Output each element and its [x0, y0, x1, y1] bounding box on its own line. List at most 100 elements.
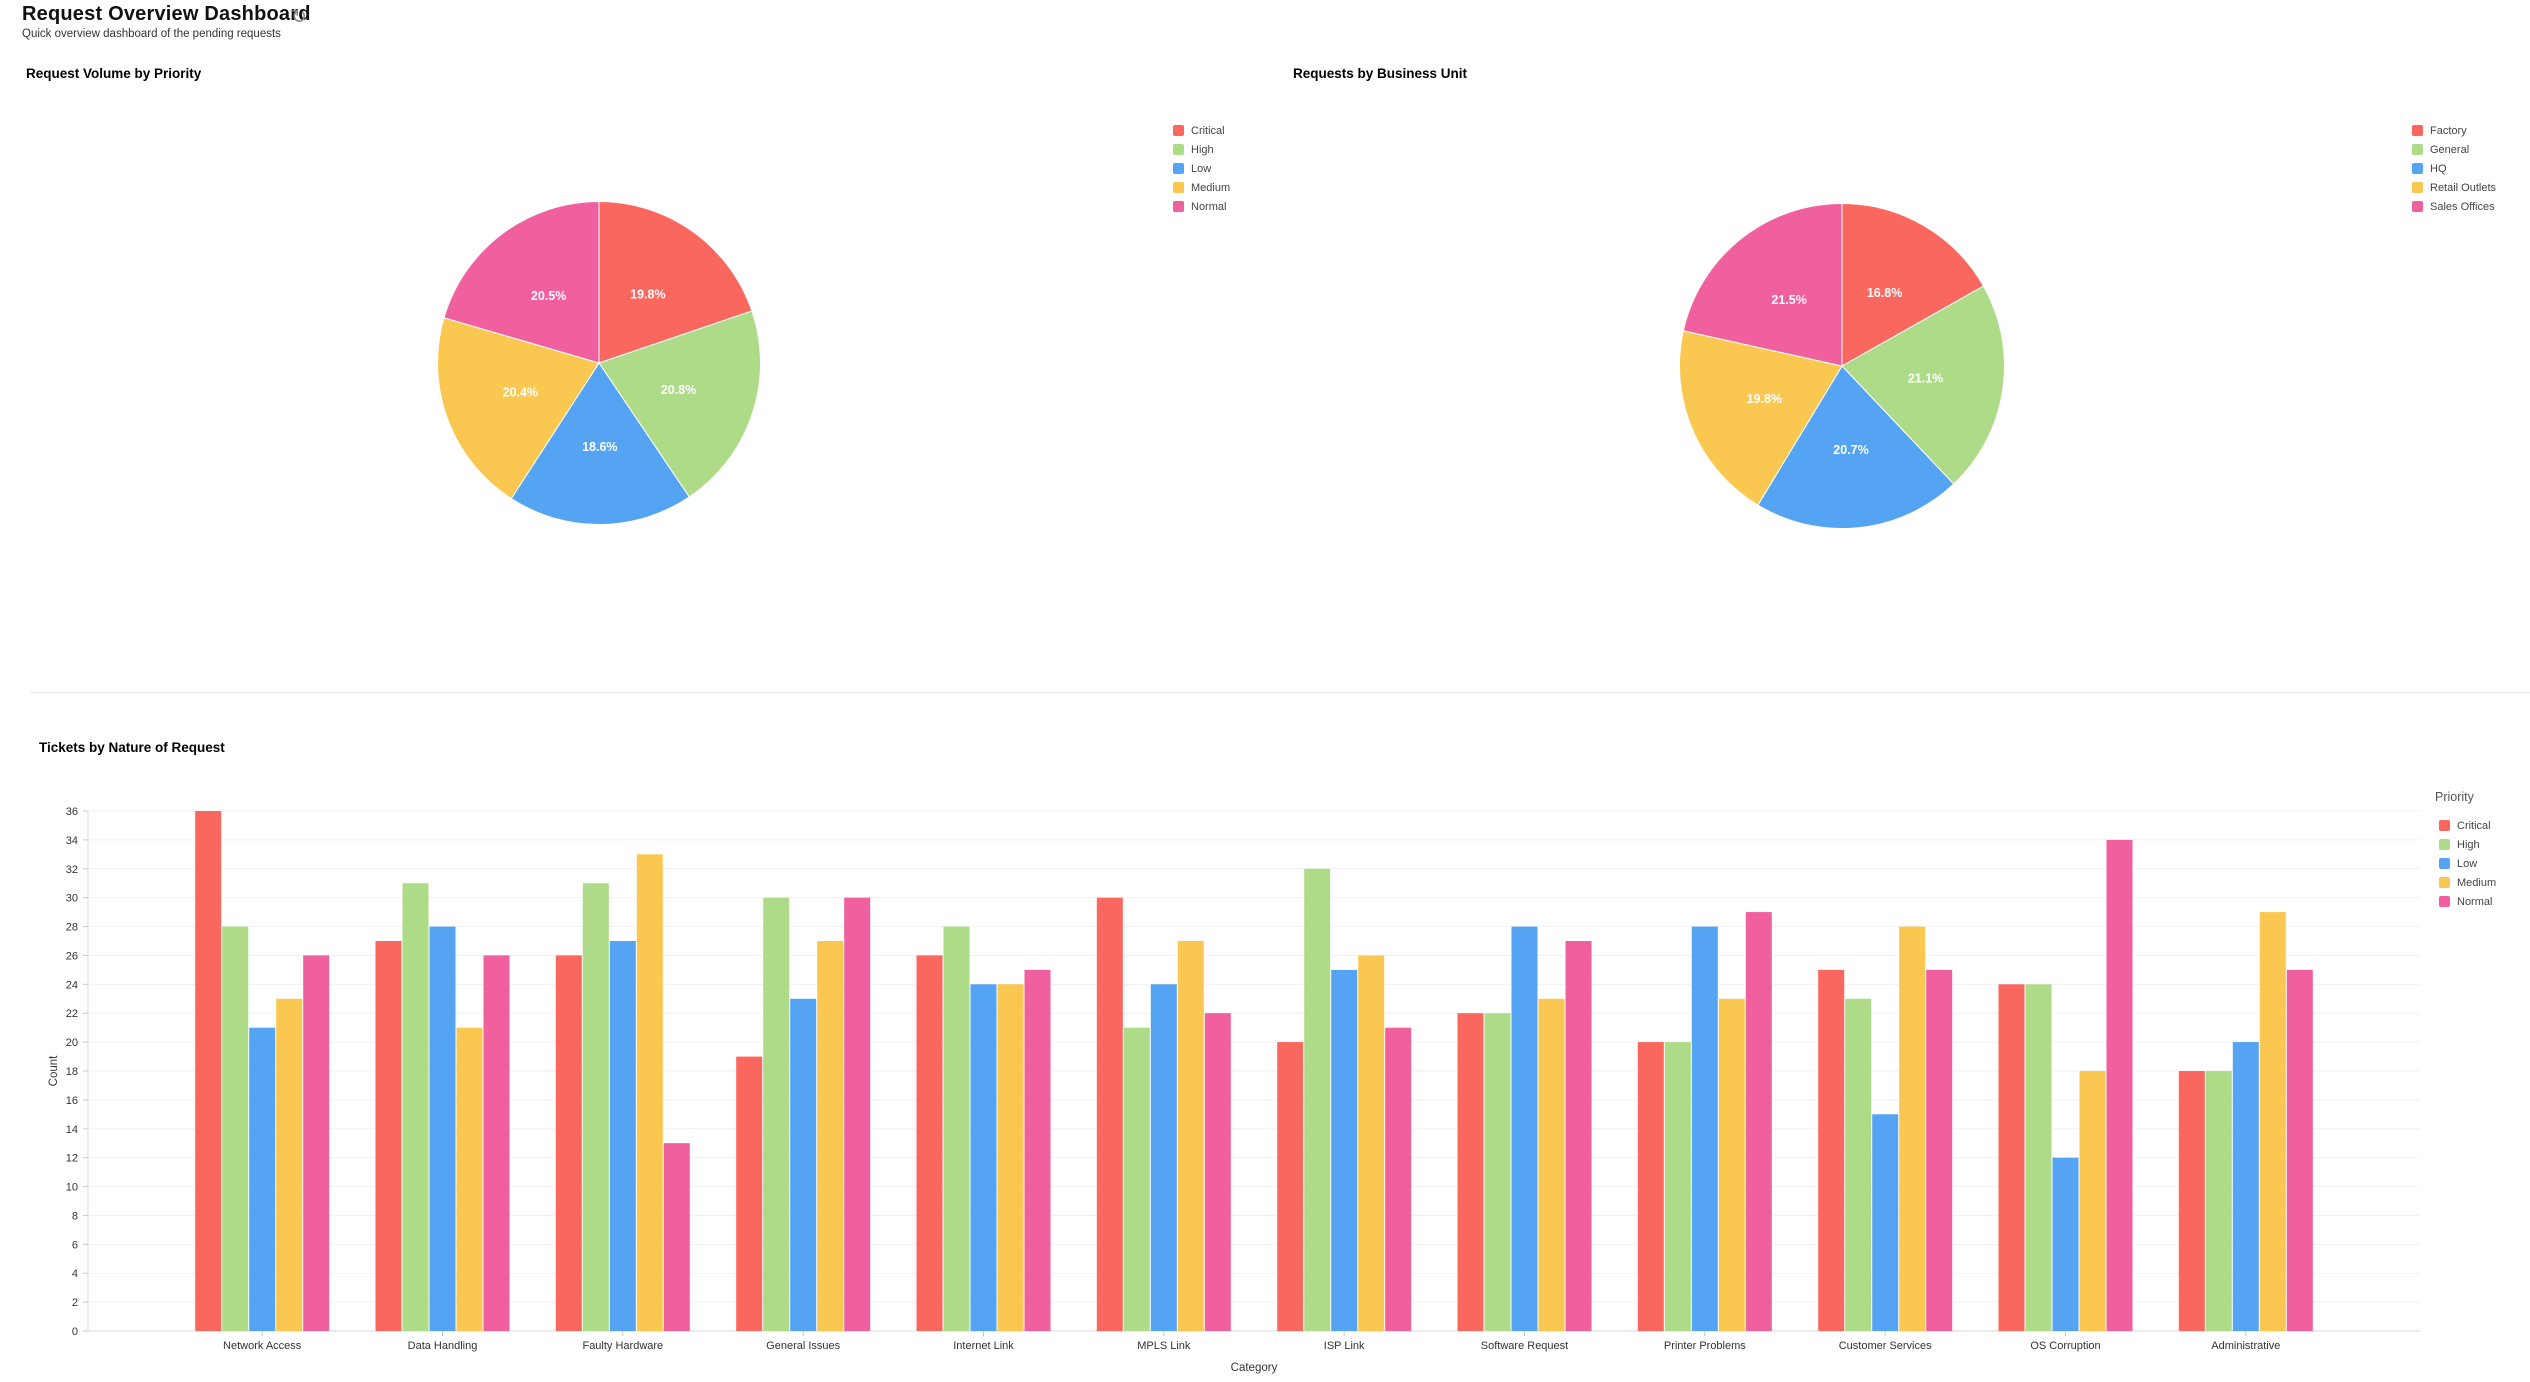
bar-software-request-low[interactable]	[1511, 926, 1538, 1331]
legend-label: Critical	[2457, 819, 2491, 832]
bar-isp-link-medium[interactable]	[1358, 955, 1385, 1331]
legend-item-critical[interactable]: Critical	[2439, 816, 2496, 835]
bar-customer-services-low[interactable]	[1872, 1114, 1899, 1331]
bar-network-access-normal[interactable]	[303, 955, 330, 1331]
bar-data-handling-high[interactable]	[402, 883, 429, 1331]
bar-general-issues-high[interactable]	[763, 897, 790, 1331]
pie-slice-retail-outlets[interactable]	[1679, 330, 1843, 506]
bar-faulty-hardware-normal[interactable]	[663, 1143, 690, 1331]
bar-data-handling-medium[interactable]	[456, 1027, 483, 1331]
y-tick-label: 8	[72, 1210, 78, 1222]
bar-administrative-normal[interactable]	[2286, 969, 2313, 1331]
pie-slice-normal[interactable]	[443, 201, 600, 364]
pie-slice-low[interactable]	[510, 362, 690, 525]
bar-general-issues-critical[interactable]	[736, 1056, 763, 1331]
legend-item-low[interactable]: Low	[1173, 159, 1230, 178]
bar-faulty-hardware-high[interactable]	[582, 883, 609, 1331]
y-tick-label: 30	[66, 893, 78, 905]
pie-slice-critical[interactable]	[598, 201, 753, 364]
refresh-icon[interactable]: ↻	[291, 7, 307, 28]
tickets-bar-chart[interactable]: 024681012141618202224262830323436Network…	[0, 780, 2530, 1382]
bar-os-corruption-critical[interactable]	[1998, 984, 2025, 1331]
bar-internet-link-normal[interactable]	[1024, 969, 1051, 1331]
bar-printer-problems-critical[interactable]	[1637, 1042, 1664, 1331]
bar-printer-problems-high[interactable]	[1664, 1042, 1691, 1331]
pie-slice-hq[interactable]	[1757, 365, 1955, 529]
bar-administrative-low[interactable]	[2232, 1042, 2259, 1331]
legend-item-high[interactable]: High	[2439, 835, 2496, 854]
bar-faulty-hardware-critical[interactable]	[555, 955, 582, 1331]
bar-general-issues-normal[interactable]	[844, 897, 871, 1331]
bar-administrative-high[interactable]	[2205, 1071, 2232, 1331]
legend-item-hq[interactable]: HQ	[2412, 159, 2496, 178]
business-unit-pie-title: Requests by Business Unit	[1292, 66, 1468, 81]
legend-item-normal[interactable]: Normal	[2439, 892, 2496, 911]
bar-printer-problems-medium[interactable]	[1718, 998, 1745, 1331]
bar-os-corruption-low[interactable]	[2052, 1157, 2079, 1331]
bar-internet-link-medium[interactable]	[997, 984, 1024, 1331]
legend-item-factory[interactable]: Factory	[2412, 121, 2496, 140]
legend-item-sales-offices[interactable]: Sales Offices	[2412, 197, 2496, 216]
bar-os-corruption-normal[interactable]	[2106, 839, 2133, 1331]
bar-customer-services-normal[interactable]	[1926, 969, 1953, 1331]
bar-printer-problems-low[interactable]	[1691, 926, 1718, 1331]
bar-data-handling-normal[interactable]	[483, 955, 510, 1331]
bar-customer-services-medium[interactable]	[1899, 926, 1926, 1331]
bar-internet-link-critical[interactable]	[916, 955, 943, 1331]
bar-network-access-low[interactable]	[249, 1027, 276, 1331]
bar-isp-link-normal[interactable]	[1385, 1027, 1412, 1331]
bar-software-request-critical[interactable]	[1457, 1013, 1484, 1331]
y-tick-label: 12	[66, 1153, 78, 1165]
legend-item-retail-outlets[interactable]: Retail Outlets	[2412, 178, 2496, 197]
bar-customer-services-high[interactable]	[1845, 998, 1872, 1331]
bar-os-corruption-medium[interactable]	[2079, 1071, 2106, 1331]
legend-item-high[interactable]: High	[1173, 140, 1230, 159]
bar-internet-link-high[interactable]	[943, 926, 970, 1331]
legend-item-medium[interactable]: Medium	[2439, 873, 2496, 892]
bar-isp-link-low[interactable]	[1331, 969, 1358, 1331]
pie-slice-sales-offices[interactable]	[1682, 203, 1843, 367]
bar-mpls-link-medium[interactable]	[1177, 941, 1204, 1331]
pie-slice-factory[interactable]	[1841, 203, 1985, 367]
y-tick-label: 32	[66, 864, 78, 876]
bar-network-access-medium[interactable]	[276, 998, 303, 1331]
bar-network-access-high[interactable]	[222, 926, 249, 1331]
bar-isp-link-critical[interactable]	[1277, 1042, 1304, 1331]
priority-pie-chart[interactable]: 19.8% 20.8% 18.6% 20.4% 20.5%	[437, 201, 761, 525]
bar-software-request-medium[interactable]	[1538, 998, 1565, 1331]
pie-slice-medium[interactable]	[437, 317, 600, 500]
business-unit-pie-chart[interactable]: 16.8% 21.1% 20.7% 19.8% 21.5%	[1679, 203, 2005, 529]
bar-network-access-critical[interactable]	[195, 811, 222, 1331]
bar-faulty-hardware-low[interactable]	[609, 941, 636, 1331]
bar-mpls-link-low[interactable]	[1150, 984, 1177, 1331]
bar-general-issues-medium[interactable]	[817, 941, 844, 1331]
pie-slice-general[interactable]	[1841, 285, 2005, 485]
bar-isp-link-high[interactable]	[1304, 868, 1331, 1331]
bar-data-handling-low[interactable]	[429, 926, 456, 1331]
legend-swatch-medium	[1173, 182, 1184, 193]
bar-administrative-medium[interactable]	[2259, 912, 2286, 1331]
bar-os-corruption-high[interactable]	[2025, 984, 2052, 1331]
legend-label: High	[2457, 838, 2480, 851]
bar-customer-services-critical[interactable]	[1818, 969, 1845, 1331]
bar-software-request-high[interactable]	[1484, 1013, 1511, 1331]
bar-software-request-normal[interactable]	[1565, 941, 1592, 1331]
bar-data-handling-critical[interactable]	[375, 941, 402, 1331]
bar-faulty-hardware-medium[interactable]	[636, 854, 663, 1331]
legend-item-critical[interactable]: Critical	[1173, 121, 1230, 140]
bar-internet-link-low[interactable]	[970, 984, 997, 1331]
bar-printer-problems-normal[interactable]	[1745, 912, 1772, 1331]
legend-item-medium[interactable]: Medium	[1173, 178, 1230, 197]
legend-swatch-high	[2439, 839, 2450, 850]
legend-item-normal[interactable]: Normal	[1173, 197, 1230, 216]
bar-administrative-critical[interactable]	[2178, 1071, 2205, 1331]
bar-mpls-link-high[interactable]	[1123, 1027, 1150, 1331]
bar-mpls-link-normal[interactable]	[1204, 1013, 1231, 1331]
pie-slice-high[interactable]	[598, 310, 761, 498]
legend-item-general[interactable]: General	[2412, 140, 2496, 159]
bar-general-issues-low[interactable]	[790, 998, 817, 1331]
pie-slice-value-label: 20.5%	[531, 289, 566, 303]
legend-item-low[interactable]: Low	[2439, 854, 2496, 873]
bar-mpls-link-critical[interactable]	[1096, 897, 1123, 1331]
